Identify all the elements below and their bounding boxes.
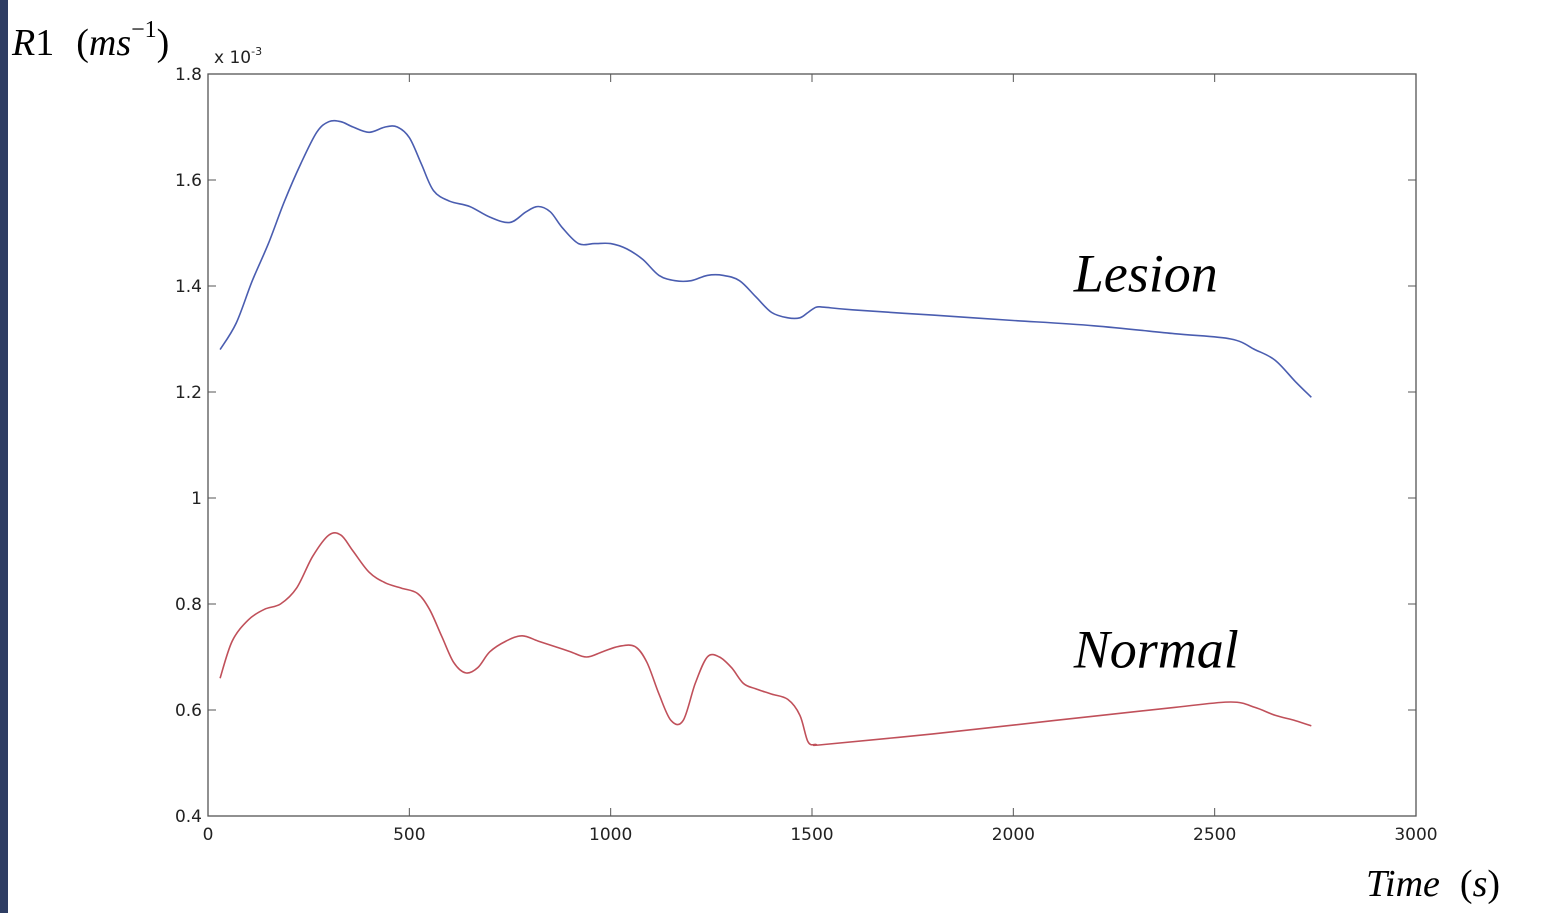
y-tick-label: 1.2 [175, 383, 202, 403]
y-tick-label: 1.6 [175, 171, 202, 191]
x-tick-label: 0 [203, 825, 214, 845]
lesion-label: Lesion [1073, 243, 1218, 303]
y-axis-title: R1 (ms−1) [11, 17, 169, 64]
y-exponent-label: x 10-3 [214, 45, 262, 68]
x-tick-label: 3000 [1394, 825, 1437, 845]
lesion-series-line [219, 119, 1312, 398]
y-tick-label: 1 [191, 489, 202, 509]
normal-series-line [219, 531, 1312, 747]
line-chart: 0.4 0.6 0.8 1 1.2 1.4 1.6 1.8 0 500 1000 1500 2000 2… [11, 17, 1500, 905]
chart-frame: 0.4 0.6 0.8 1 1.2 1.4 1.6 1.8 0 500 1000 1500 2000 2… [8, 0, 1559, 913]
x-tick-label: 2000 [992, 825, 1035, 845]
series-lines [219, 119, 1312, 747]
y-tick-label: 0.6 [175, 701, 202, 721]
x-axis-title: Time (s) [1366, 863, 1500, 905]
x-tick-label: 1000 [589, 825, 632, 845]
x-tick-label: 500 [393, 825, 425, 845]
x-ticks: 0 500 1000 1500 2000 2500 3000 [203, 74, 1438, 845]
y-tick-label: 1.4 [175, 277, 202, 297]
x-tick-label: 1500 [790, 825, 833, 845]
normal-label: Normal [1073, 620, 1239, 680]
x-tick-label: 2500 [1193, 825, 1236, 845]
plot-area [207, 73, 1417, 817]
y-tick-label: 0.8 [175, 595, 202, 615]
y-tick-label: 1.8 [175, 65, 202, 85]
y-ticks: 0.4 0.6 0.8 1 1.2 1.4 1.6 1.8 [175, 65, 1416, 827]
y-tick-label: 0.4 [175, 807, 202, 827]
